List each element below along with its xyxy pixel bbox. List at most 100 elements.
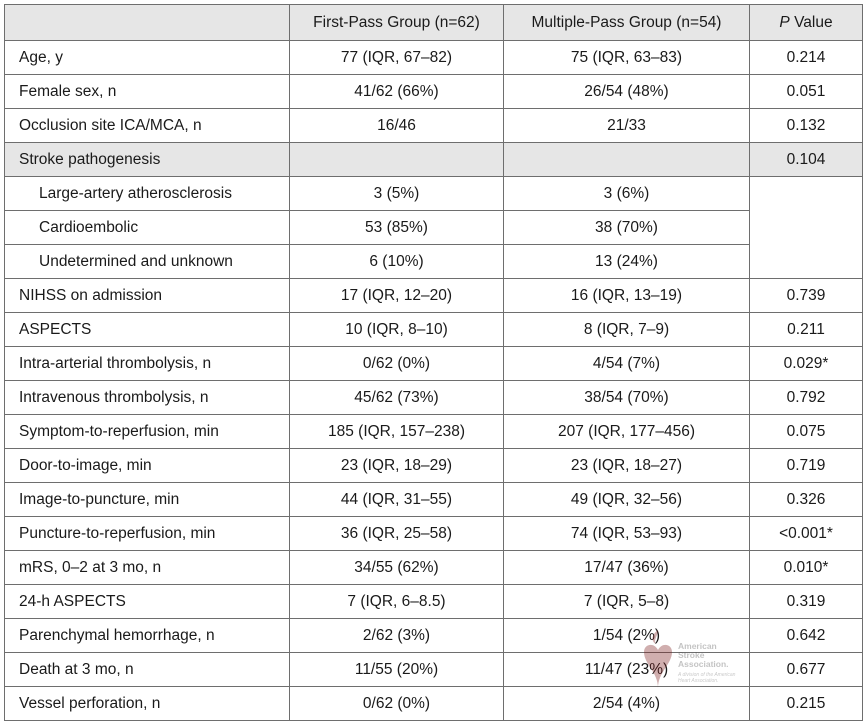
header-p-value: P Value — [749, 4, 863, 41]
row-label: Image-to-puncture, min — [4, 482, 290, 517]
row-label-sub: Cardioembolic — [4, 210, 290, 245]
cell-p: 0.719 — [749, 448, 863, 483]
cell-first: 53 (85%) — [289, 210, 504, 245]
table-row: Intravenous thrombolysis, n 45/62 (73%) … — [4, 380, 863, 415]
row-label: mRS, 0–2 at 3 mo, n — [4, 550, 290, 585]
row-label: NIHSS on admission — [4, 278, 290, 313]
cell-multi: 26/54 (48%) — [503, 74, 750, 109]
table-row: Age, y 77 (IQR, 67–82) 75 (IQR, 63–83) 0… — [4, 40, 863, 75]
header-p-rest: Value — [789, 13, 833, 31]
row-label: Intra-arterial thrombolysis, n — [4, 346, 290, 381]
row-label: ASPECTS — [4, 312, 290, 347]
cell-multi: 8 (IQR, 7–9) — [503, 312, 750, 347]
row-label: Symptom-to-reperfusion, min — [4, 414, 290, 449]
row-label: Female sex, n — [4, 74, 290, 109]
cell-p: 0.075 — [749, 414, 863, 449]
row-label: Occlusion site ICA/MCA, n — [4, 108, 290, 143]
header-row: First-Pass Group (n=62) Multiple-Pass Gr… — [4, 4, 863, 41]
cell-first: 6 (10%) — [289, 244, 504, 279]
table-row: Intra-arterial thrombolysis, n 0/62 (0%)… — [4, 346, 863, 381]
cell-multi: 23 (IQR, 18–27) — [503, 448, 750, 483]
cell-first: 3 (5%) — [289, 176, 504, 211]
row-label: Age, y — [4, 40, 290, 75]
table-row-section: Stroke pathogenesis 0.104 — [4, 142, 863, 177]
cell-first: 11/55 (20%) — [289, 652, 504, 687]
cell-multi: 75 (IQR, 63–83) — [503, 40, 750, 75]
cell-first: 0/62 (0%) — [289, 686, 504, 721]
cell-multi: 38 (70%) — [503, 210, 750, 245]
cell-first: 0/62 (0%) — [289, 346, 504, 381]
cell-first: 44 (IQR, 31–55) — [289, 482, 504, 517]
cell-multi: 13 (24%) — [503, 244, 750, 279]
cell-first — [289, 142, 504, 177]
table-row: Puncture-to-reperfusion, min 36 (IQR, 25… — [4, 516, 863, 551]
table-row: Death at 3 mo, n 11/55 (20%) 11/47 (23%)… — [4, 652, 863, 687]
cell-multi: 74 (IQR, 53–93) — [503, 516, 750, 551]
cell-multi: 17/47 (36%) — [503, 550, 750, 585]
cell-first: 36 (IQR, 25–58) — [289, 516, 504, 551]
table-row: Door-to-image, min 23 (IQR, 18–29) 23 (I… — [4, 448, 863, 483]
cell-p: 0.132 — [749, 108, 863, 143]
table-row: Vessel perforation, n 0/62 (0%) 2/54 (4%… — [4, 686, 863, 721]
header-first-pass: First-Pass Group (n=62) — [289, 4, 504, 41]
cell-first: 23 (IQR, 18–29) — [289, 448, 504, 483]
cell-multi — [503, 142, 750, 177]
cell-multi: 16 (IQR, 13–19) — [503, 278, 750, 313]
row-label: Door-to-image, min — [4, 448, 290, 483]
cell-p: <0.001* — [749, 516, 863, 551]
row-label: Death at 3 mo, n — [4, 652, 290, 687]
cell-p: 0.214 — [749, 40, 863, 75]
cell-p: 0.319 — [749, 584, 863, 619]
cell-p: 0.215 — [749, 686, 863, 721]
table-row: Image-to-puncture, min 44 (IQR, 31–55) 4… — [4, 482, 863, 517]
cell-p: 0.029* — [749, 346, 863, 381]
cell-multi: 7 (IQR, 5–8) — [503, 584, 750, 619]
cell-multi: 3 (6%) — [503, 176, 750, 211]
data-table: First-Pass Group (n=62) Multiple-Pass Gr… — [4, 4, 863, 721]
cell-first: 10 (IQR, 8–10) — [289, 312, 504, 347]
cell-multi: 4/54 (7%) — [503, 346, 750, 381]
header-multiple-pass: Multiple-Pass Group (n=54) — [503, 4, 750, 41]
cell-multi: 38/54 (70%) — [503, 380, 750, 415]
cell-multi: 2/54 (4%) — [503, 686, 750, 721]
table-row: 24-h ASPECTS 7 (IQR, 6–8.5) 7 (IQR, 5–8)… — [4, 584, 863, 619]
cell-multi: 1/54 (2%) — [503, 618, 750, 653]
table-row: mRS, 0–2 at 3 mo, n 34/55 (62%) 17/47 (3… — [4, 550, 863, 585]
table-row: Cardioembolic 53 (85%) 38 (70%) — [4, 210, 863, 245]
header-blank — [4, 4, 290, 41]
row-label: Puncture-to-reperfusion, min — [4, 516, 290, 551]
cell-first: 16/46 — [289, 108, 504, 143]
cell-multi: 49 (IQR, 32–56) — [503, 482, 750, 517]
table-row: Undetermined and unknown 6 (10%) 13 (24%… — [4, 244, 863, 279]
cell-first: 2/62 (3%) — [289, 618, 504, 653]
row-label-sub: Undetermined and unknown — [4, 244, 290, 279]
table-row: Occlusion site ICA/MCA, n 16/46 21/33 0.… — [4, 108, 863, 143]
cell-p: 0.642 — [749, 618, 863, 653]
row-label: Parenchymal hemorrhage, n — [4, 618, 290, 653]
cell-first: 17 (IQR, 12–20) — [289, 278, 504, 313]
cell-p: 0.326 — [749, 482, 863, 517]
table-row: NIHSS on admission 17 (IQR, 12–20) 16 (I… — [4, 278, 863, 313]
row-label: Stroke pathogenesis — [4, 142, 290, 177]
cell-p: 0.677 — [749, 652, 863, 687]
table-container: First-Pass Group (n=62) Multiple-Pass Gr… — [4, 4, 863, 721]
cell-multi: 207 (IQR, 177–456) — [503, 414, 750, 449]
cell-p: 0.051 — [749, 74, 863, 109]
row-label: Vessel perforation, n — [4, 686, 290, 721]
cell-multi: 11/47 (23%) — [503, 652, 750, 687]
row-label: Intravenous thrombolysis, n — [4, 380, 290, 415]
cell-first: 77 (IQR, 67–82) — [289, 40, 504, 75]
cell-first: 7 (IQR, 6–8.5) — [289, 584, 504, 619]
header-p-italic: P — [779, 13, 790, 31]
cell-p: 0.010* — [749, 550, 863, 585]
table-row: ASPECTS 10 (IQR, 8–10) 8 (IQR, 7–9) 0.21… — [4, 312, 863, 347]
cell-p: 0.792 — [749, 380, 863, 415]
cell-first: 185 (IQR, 157–238) — [289, 414, 504, 449]
table-row: Parenchymal hemorrhage, n 2/62 (3%) 1/54… — [4, 618, 863, 653]
table-row: Symptom-to-reperfusion, min 185 (IQR, 15… — [4, 414, 863, 449]
cell-p: 0.211 — [749, 312, 863, 347]
cell-multi: 21/33 — [503, 108, 750, 143]
table-row: Female sex, n 41/62 (66%) 26/54 (48%) 0.… — [4, 74, 863, 109]
row-label: 24-h ASPECTS — [4, 584, 290, 619]
cell-p-merged — [749, 176, 863, 279]
